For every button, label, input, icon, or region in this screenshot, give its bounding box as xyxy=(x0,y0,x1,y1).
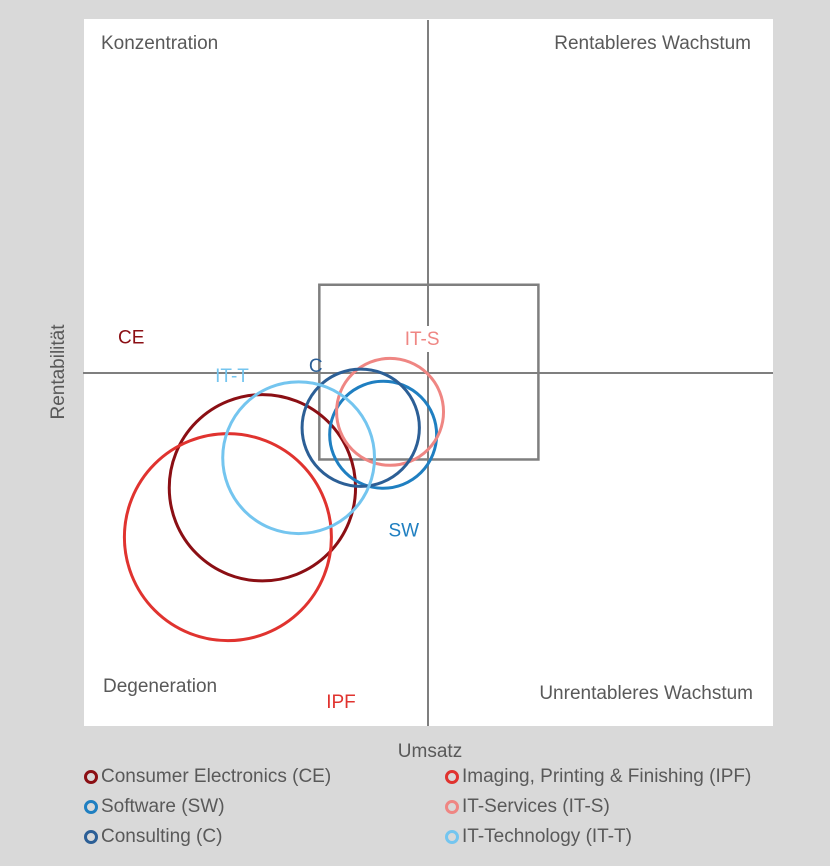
legend-marker xyxy=(445,770,459,784)
bubble-label-it-s: IT-S xyxy=(405,329,440,350)
legend-label: IT-Services (IT-S) xyxy=(462,796,610,817)
bubble-c xyxy=(300,367,421,488)
bubble-it-s xyxy=(335,356,446,467)
legend-label: Imaging, Printing & Finishing (IPF) xyxy=(462,766,752,787)
highlight-box xyxy=(318,283,540,461)
quadrant-label-top-right: Rentableres Wachstum xyxy=(554,33,751,54)
bubble-label-ipf: IPF xyxy=(326,692,356,713)
quadrant-label-bottom-right: Unrentableres Wachstum xyxy=(539,683,753,704)
quadrant-label-top-left: Konzentration xyxy=(101,33,218,54)
bubble-sw xyxy=(328,379,439,490)
legend-item: Software (SW) xyxy=(84,796,445,818)
legend-label: IT-Technology (IT-T) xyxy=(462,826,632,847)
legend-label: Consumer Electronics (CE) xyxy=(101,766,332,787)
legend-item: Consulting (C) xyxy=(84,826,445,848)
legend-marker xyxy=(84,830,98,844)
quadrant-label-bottom-left: Degeneration xyxy=(103,676,217,697)
legend-item: Consumer Electronics (CE) xyxy=(84,766,445,788)
label-background xyxy=(398,325,447,352)
bubble-label-it-t: IT-T xyxy=(215,366,249,387)
legend-item: IT-Services (IT-S) xyxy=(445,796,805,818)
legend-label: Software (SW) xyxy=(101,796,225,817)
legend-marker xyxy=(84,770,98,784)
legend-item: Imaging, Printing & Finishing (IPF) xyxy=(445,766,805,788)
bubble-label-sw: SW xyxy=(388,520,419,541)
bubble-label-ce: CE xyxy=(118,327,144,348)
x-axis-label: Umsatz xyxy=(398,741,462,762)
bubble-it-t xyxy=(221,380,377,536)
legend-marker xyxy=(84,800,98,814)
legend-item: IT-Technology (IT-T) xyxy=(445,826,805,848)
bubble-label-c: C xyxy=(309,356,323,377)
legend-marker xyxy=(445,830,459,844)
bubble-ce xyxy=(167,393,358,583)
y-axis-label: Rentabilität xyxy=(48,324,69,420)
legend-label: Consulting (C) xyxy=(101,826,223,847)
legend-marker xyxy=(445,800,459,814)
legend: Consumer Electronics (CE) Imaging, Print… xyxy=(84,766,814,848)
